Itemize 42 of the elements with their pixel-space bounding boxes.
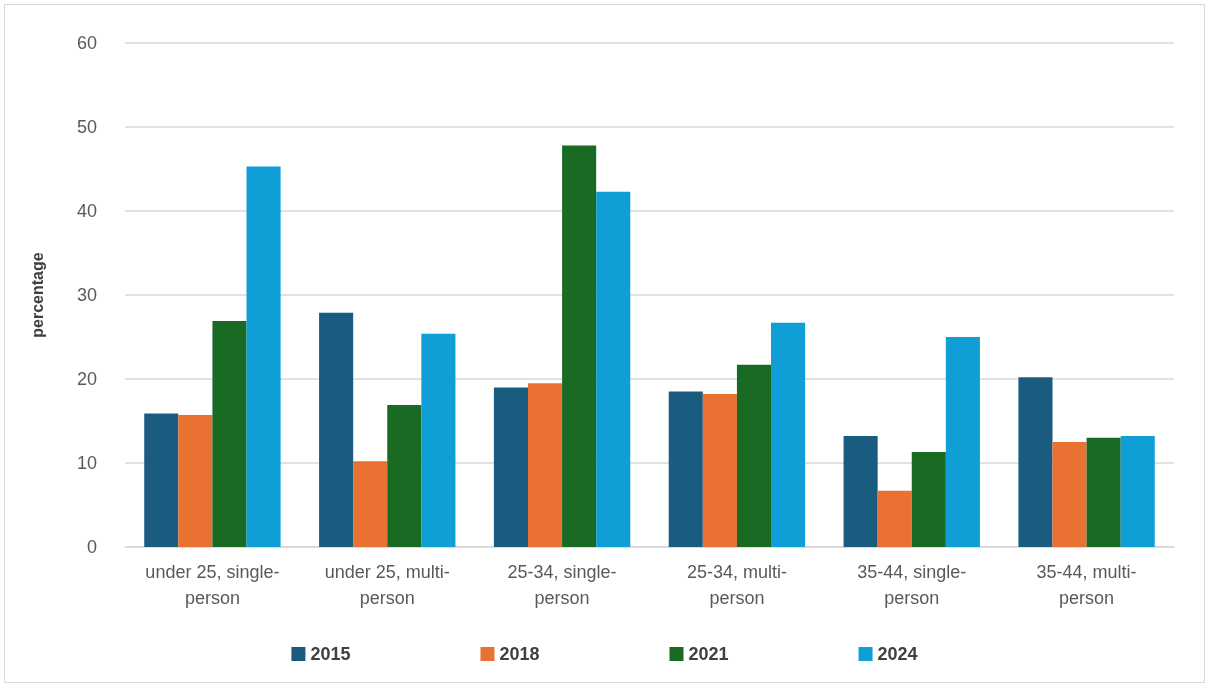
bar <box>945 337 980 547</box>
legend-label: 2024 <box>877 644 918 664</box>
bar <box>353 461 388 547</box>
bar <box>736 364 772 547</box>
x-tick-label: under 25, multi-person <box>324 562 450 608</box>
bar <box>178 415 213 547</box>
bar <box>1018 377 1053 547</box>
y-tick-label: 40 <box>76 201 97 221</box>
bar <box>319 312 354 547</box>
bar <box>387 405 422 547</box>
bar <box>596 191 631 547</box>
y-tick-label: 0 <box>86 537 97 557</box>
legend-label: 2018 <box>499 644 540 664</box>
bar <box>1120 436 1155 547</box>
bar <box>702 394 737 547</box>
bar <box>246 166 281 547</box>
bar <box>212 321 247 547</box>
y-tick-label: 50 <box>76 117 97 137</box>
bar <box>562 145 597 547</box>
bar <box>911 452 946 547</box>
bar <box>877 490 912 547</box>
x-tick-label: 35-44, multi-person <box>1036 562 1137 608</box>
x-tick-label: 35-44, single-person <box>857 562 967 608</box>
y-tick-label: 30 <box>76 285 97 305</box>
bar <box>771 322 806 547</box>
bar <box>843 436 878 547</box>
y-tick-label: 20 <box>76 369 97 389</box>
x-tick-label: 25-34, multi-person <box>686 562 787 608</box>
y-tick-label: 10 <box>76 453 97 473</box>
y-tick-label: 60 <box>76 33 97 53</box>
bar <box>421 333 456 547</box>
x-tick-label: 25-34, single-person <box>507 562 617 608</box>
bar <box>1052 442 1087 547</box>
bar <box>668 391 703 547</box>
legend-label: 2015 <box>310 644 351 664</box>
legend-label: 2021 <box>688 644 729 664</box>
bar <box>144 413 179 547</box>
x-tick-label: under 25, single-person <box>145 562 280 608</box>
bar <box>1086 437 1121 547</box>
bar <box>493 387 528 547</box>
y-axis-title: percentage <box>28 252 46 338</box>
bar <box>527 383 563 547</box>
